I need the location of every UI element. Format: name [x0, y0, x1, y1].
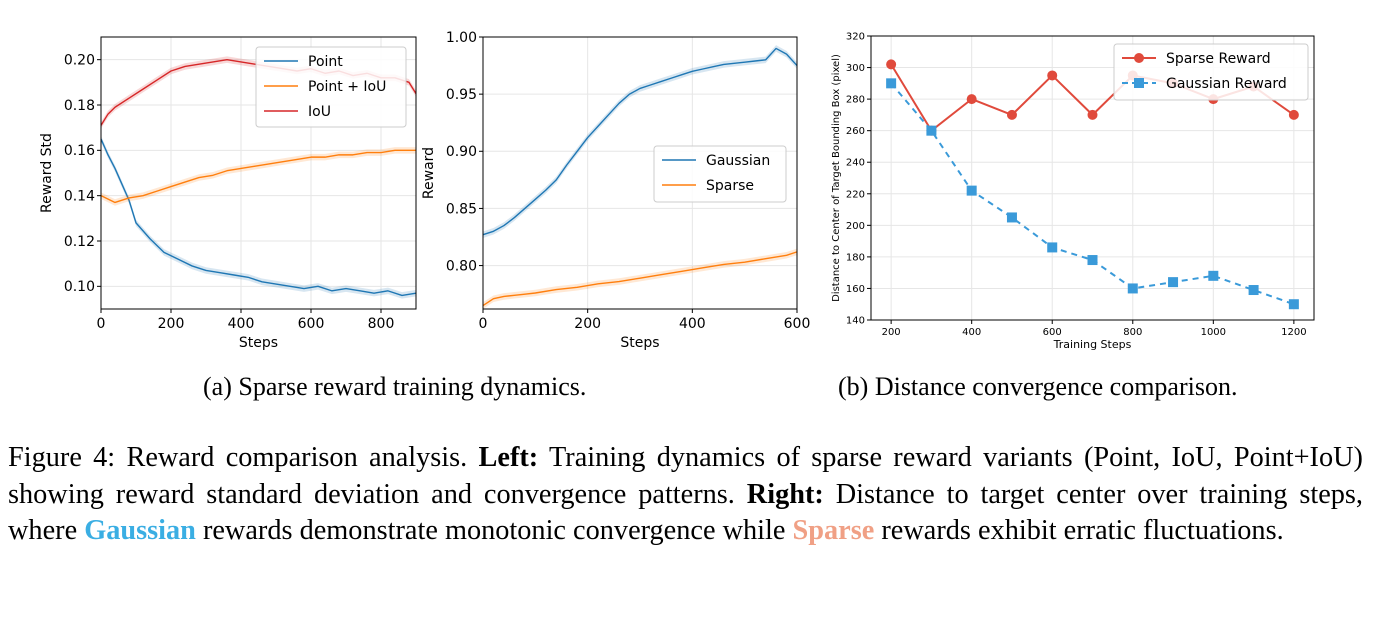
caption-gaussian-keyword: Gaussian	[84, 515, 196, 546]
x-tick-label: 600	[298, 316, 325, 332]
x-tick-label: 200	[158, 316, 185, 332]
data-point	[1087, 255, 1098, 266]
legend-marker	[1134, 78, 1144, 88]
data-point	[966, 94, 977, 105]
x-tick-label: 1200	[1281, 327, 1306, 338]
caption-part1: Training dynamics of sparse reward varia…	[8, 442, 1363, 510]
legend-box	[1113, 43, 1309, 101]
y-tick-label: 0.16	[64, 143, 95, 159]
y-tick-label: 280	[846, 95, 865, 106]
series-line-sparse	[482, 251, 798, 307]
legend-marker	[1134, 53, 1144, 63]
y-tick-label: 0.85	[446, 201, 477, 217]
x-tick-label: 1000	[1201, 327, 1226, 338]
y-tick-label: 160	[846, 284, 865, 295]
y-tick-label: 260	[846, 126, 865, 137]
y-axis-label: Reward	[421, 147, 437, 199]
legend-label: Gaussian	[706, 153, 770, 169]
caption-left-label: Left:	[478, 442, 539, 473]
figure-panels: 0 200 400 600 800 0.10 0.12 0.14 0.16 0.18 0.20 Ste…	[39, 30, 1315, 351]
subcaption-a: (a) Sparse reward training dynamics.	[203, 372, 587, 401]
x-tick-label: 400	[679, 316, 706, 332]
plot-frame	[870, 35, 1315, 321]
series-line-point-iou	[100, 149, 416, 204]
subcaption-b: (b) Distance convergence comparison.	[838, 372, 1238, 401]
plot-frame	[100, 36, 417, 310]
chart-reward: 0 200 400 600 0.80 0.85 0.90 0.95 1.00 Steps Rewar…	[421, 30, 810, 351]
data-point	[1006, 212, 1017, 223]
x-axis-label: Steps	[239, 335, 278, 351]
legend-label: Sparse	[706, 178, 754, 194]
x-tick-label: 600	[1043, 327, 1062, 338]
data-point	[1288, 109, 1299, 120]
y-tick-label: 320	[846, 32, 865, 43]
caption-sparse-keyword: Sparse	[792, 515, 875, 546]
y-axis-label: Reward Std	[39, 133, 55, 213]
x-tick-label: 800	[1123, 327, 1142, 338]
data-point	[1248, 285, 1259, 296]
data-point	[1006, 109, 1017, 120]
x-tick-label: 200	[882, 327, 901, 338]
caption-part2: Distance to target center over training …	[8, 478, 1363, 547]
series-band-point-iou	[101, 147, 416, 206]
y-tick-label: 1.00	[446, 30, 477, 46]
caption-part4: rewards exhibit erratic fluctuations.	[874, 515, 1284, 546]
x-tick-label: 800	[368, 316, 395, 332]
plot-frame	[482, 36, 798, 310]
x-tick-label: 0	[479, 316, 488, 332]
x-tick-label: 0	[97, 316, 106, 332]
legend-box	[255, 46, 407, 128]
y-tick-label: 140	[846, 316, 865, 327]
series-line-gaussian	[482, 47, 798, 236]
data-point	[1168, 277, 1179, 288]
data-point	[1047, 242, 1058, 253]
y-tick-label: 0.80	[446, 258, 477, 274]
figure-caption: Figure 4: Reward comparison analysis. Le…	[8, 440, 1363, 550]
legend-label: Sparse Reward	[1166, 51, 1271, 67]
y-tick-label: 200	[846, 221, 865, 232]
data-point	[1047, 70, 1058, 81]
data-point	[1127, 283, 1138, 294]
data-point	[926, 125, 937, 136]
x-tick-label: 600	[784, 316, 811, 332]
caption-lead: Figure 4: Reward comparison analysis.	[8, 442, 479, 473]
y-tick-label: 300	[846, 63, 865, 74]
chart-reward-std: 0 200 400 600 800 0.10 0.12 0.14 0.16 0.18 0.20 Ste…	[39, 36, 417, 351]
data-point	[886, 59, 897, 70]
series-band-point	[101, 135, 416, 299]
data-point	[966, 185, 977, 196]
y-tick-label: 0.90	[446, 144, 477, 160]
caption-part3: rewards demonstrate monotonic convergenc…	[195, 515, 793, 546]
x-tick-label: 400	[962, 327, 981, 338]
x-tick-label: 200	[574, 316, 601, 332]
data-point	[1208, 270, 1219, 281]
legend-label: Point	[308, 54, 343, 70]
y-tick-label: 0.18	[64, 98, 95, 114]
x-axis-label: Steps	[620, 335, 659, 351]
y-tick-label: 0.10	[64, 279, 95, 295]
y-tick-label: 240	[846, 158, 865, 169]
legend-label: IoU	[308, 104, 331, 120]
y-tick-label: 0.14	[64, 189, 95, 205]
data-point	[1087, 109, 1098, 120]
legend-label: Gaussian Reward	[1166, 76, 1287, 92]
x-axis-label: Training Steps	[1053, 338, 1132, 351]
series-band-gaussian	[483, 45, 797, 238]
chart-distance-convergence: 200 400 600 800 1000 1200 140 160 180 200 220 240 26…	[831, 32, 1315, 351]
y-tick-label: 0.12	[64, 234, 95, 250]
x-tick-label: 400	[228, 316, 255, 332]
y-tick-label: 0.95	[446, 87, 477, 103]
y-tick-label: 220	[846, 189, 865, 200]
series-line-point	[100, 138, 417, 297]
caption-right-label: Right:	[746, 478, 824, 510]
legend-label: Point + IoU	[308, 79, 386, 95]
data-point	[1288, 299, 1299, 310]
y-tick-label: 0.20	[64, 53, 95, 69]
y-tick-label: 180	[846, 252, 865, 263]
data-point	[886, 78, 897, 89]
y-axis-label: Distance to Center of Target Bounding Bo…	[831, 54, 842, 302]
